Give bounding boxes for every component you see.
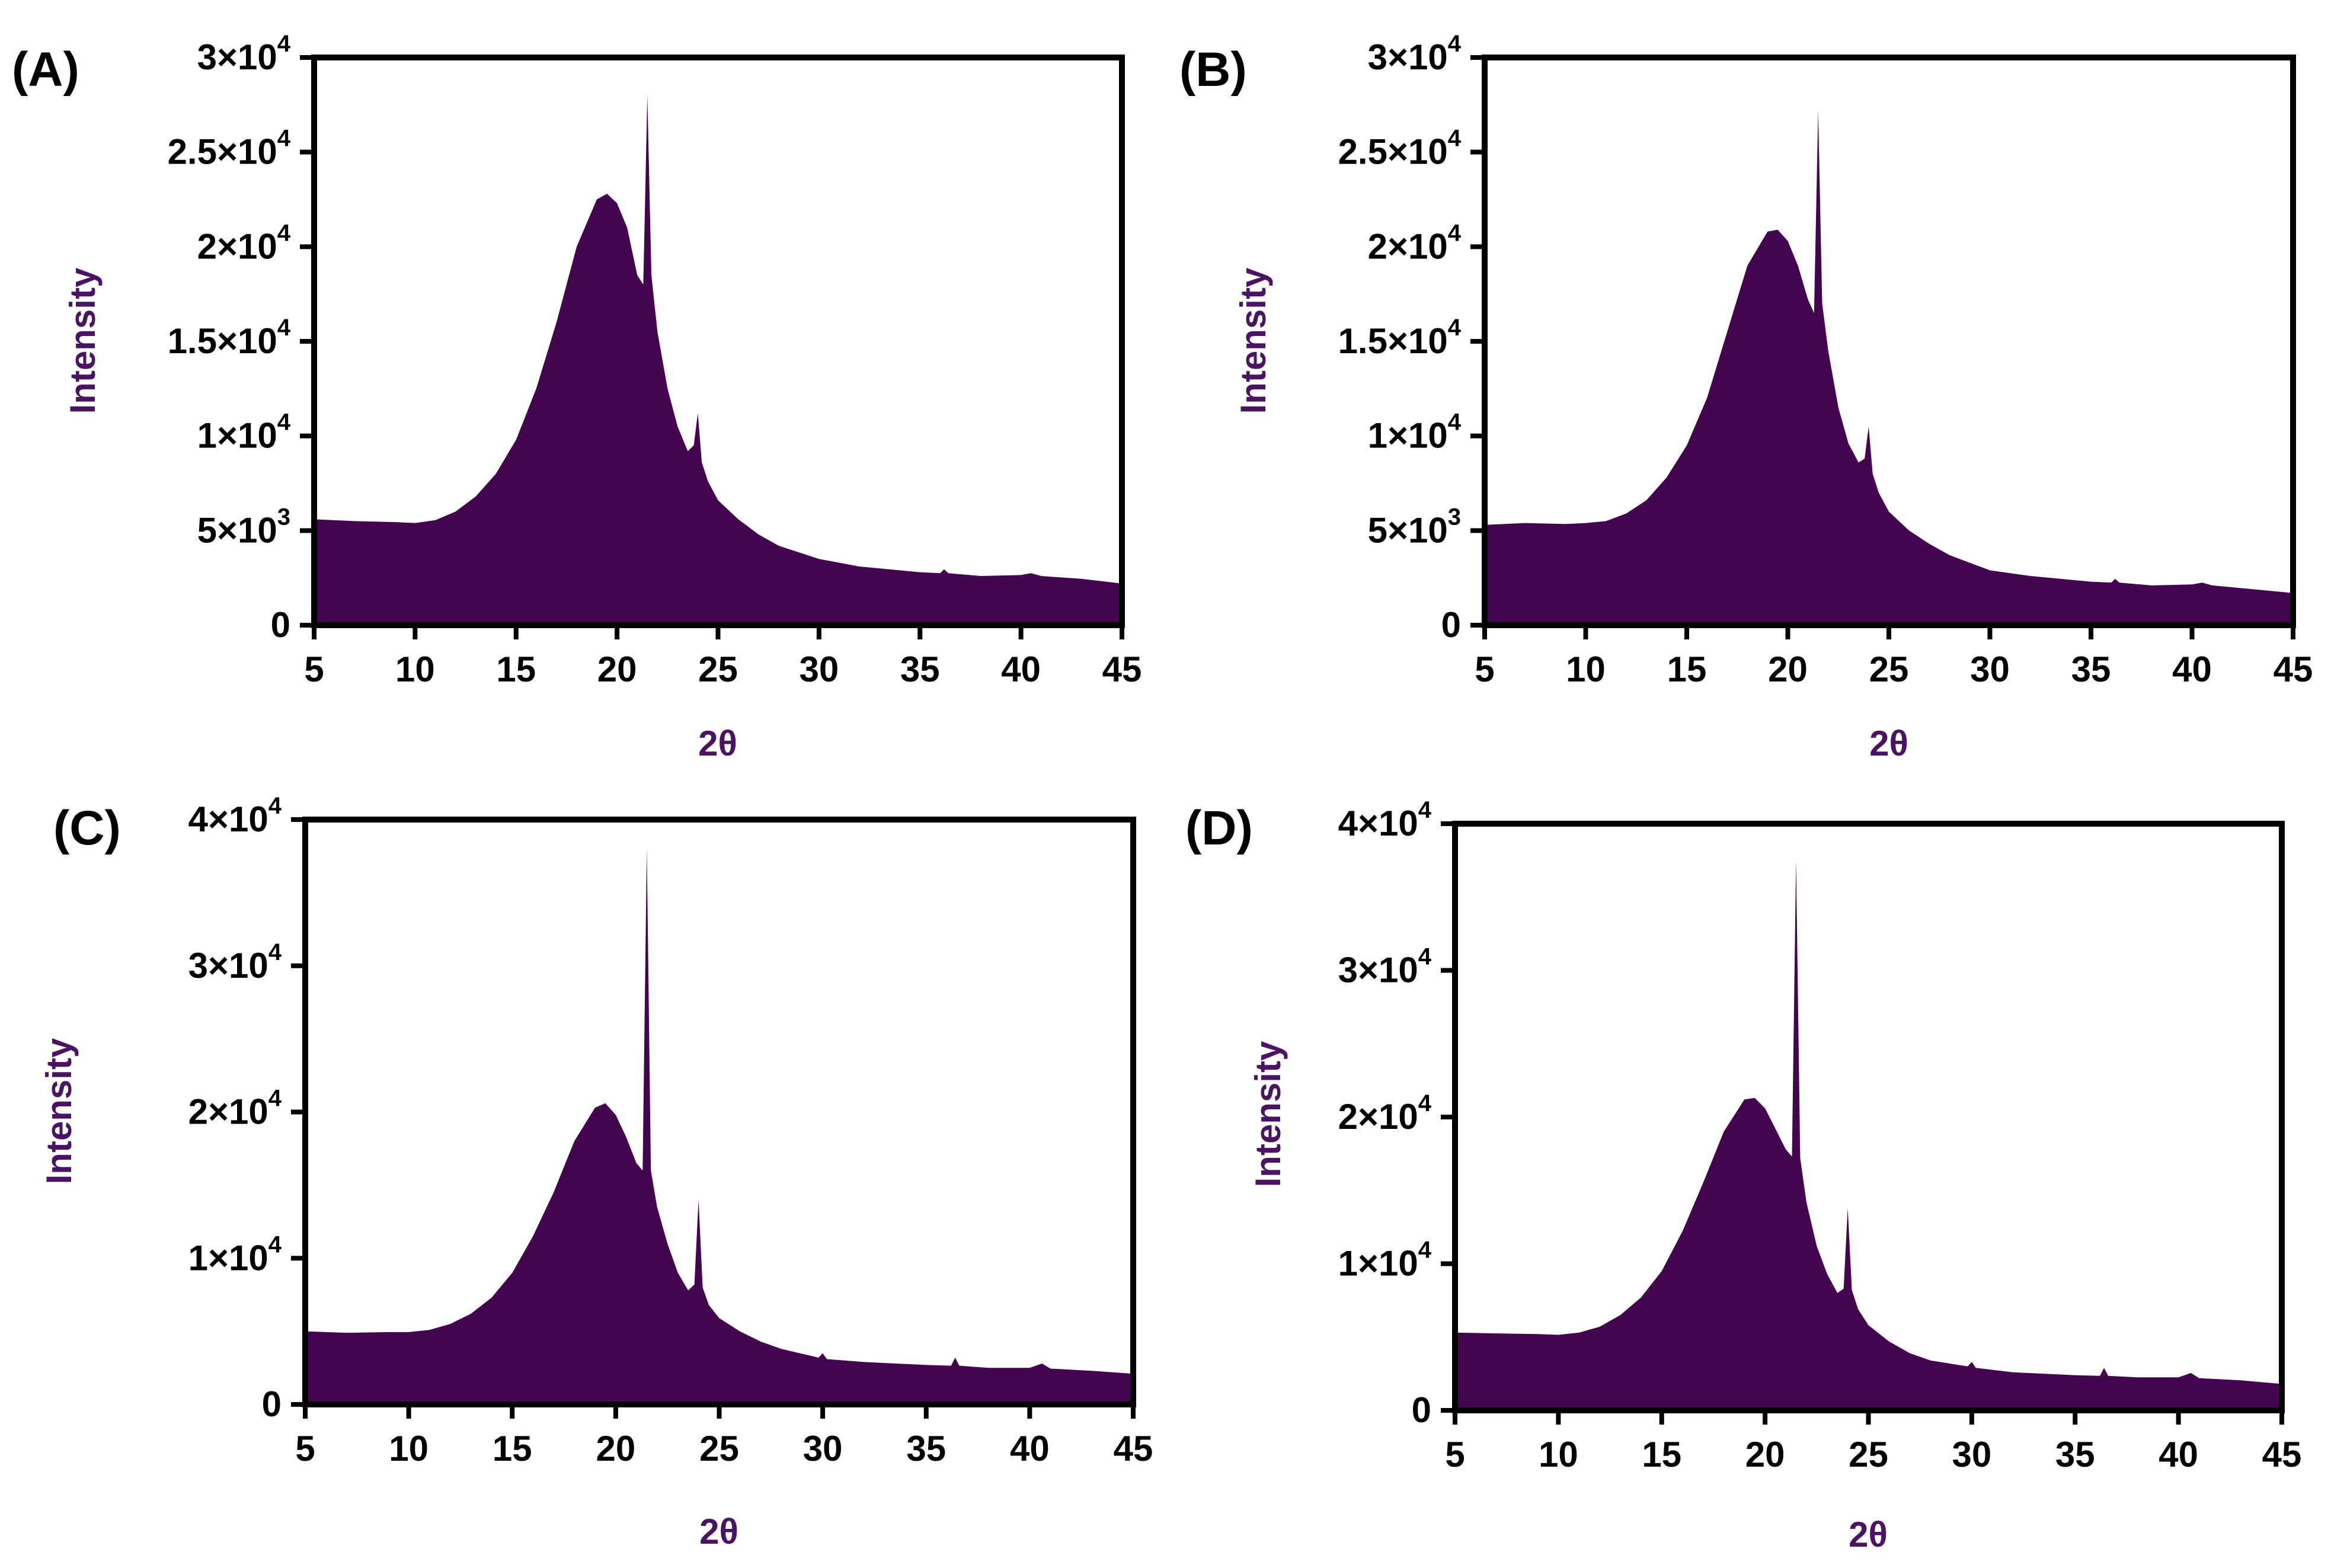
y-tick-label: 5×103​ [197, 504, 290, 550]
x-axis-title: 2θ [1849, 1515, 1888, 1554]
y-tick-label: 0 [271, 605, 290, 645]
xrd-area-series [314, 95, 1122, 625]
chart-panel-2: 5 10 15 20 25 30 35 40 45 0 5×103​ 1×104​ 1.5×104​ 2×… [1179, 31, 2313, 763]
y-tick-label: 0 [1412, 1390, 1431, 1430]
x-tick-label: 40 [1010, 1429, 1050, 1468]
x-tick-label: 35 [900, 649, 940, 689]
x-tick-label: 30 [1970, 649, 2010, 689]
x-tick-label: 10 [1566, 649, 1606, 689]
y-tick-label: 1.5×104​ [1338, 315, 1462, 361]
x-tick-label: 40 [2159, 1435, 2198, 1474]
x-tick-label: 40 [2172, 649, 2212, 689]
panel-label: (A) [12, 43, 79, 97]
plot-frame [302, 817, 1136, 1407]
x-tick-label: 45 [2274, 649, 2313, 689]
xrd-area-series [1455, 860, 2282, 1410]
x-tick-label: 20 [1768, 649, 1808, 689]
y-tick-label: 0 [262, 1384, 282, 1424]
x-tick-label: 25 [699, 1429, 739, 1468]
y-tick-label: 1×104​ [1368, 409, 1462, 456]
y-tick-label: 2×104​ [1338, 1090, 1432, 1137]
x-tick-label: 15 [496, 649, 536, 689]
x-tick-label: 20 [597, 649, 637, 689]
x-tick-label: 5 [304, 649, 324, 689]
x-axis-title: 2θ [699, 1512, 738, 1551]
panel-label: (D) [1185, 801, 1253, 855]
y-tick-label: 1×104​ [1338, 1237, 1432, 1284]
x-tick-label: 10 [389, 1429, 429, 1468]
x-tick-label: 15 [493, 1429, 532, 1468]
panel-label: (C) [53, 801, 121, 855]
y-tick-label: 3×104​ [1368, 31, 1462, 77]
x-tick-label: 25 [1849, 1435, 1888, 1474]
y-tick-label: 2.5×104​ [168, 126, 291, 172]
x-tick-label: 10 [1539, 1435, 1578, 1474]
x-tick-label: 20 [1745, 1435, 1785, 1474]
chart-panel-1: 5 10 15 20 25 30 35 40 45 0 5×103​ 1×104​ 1.5×104​ 2×… [12, 31, 1141, 763]
xrd-area-series [305, 849, 1133, 1404]
x-axis-title: 2θ [1869, 724, 1908, 763]
y-tick-label: 3×104​ [197, 31, 291, 77]
x-tick-label: 5 [1475, 649, 1494, 689]
y-axis-title: Intensity [39, 1038, 79, 1184]
y-tick-label: 2×104​ [1368, 220, 1462, 266]
x-tick-label: 30 [800, 649, 839, 689]
chart-panel-4: 5 10 15 20 25 30 35 40 45 0 1×104​ 2×104​ 3×104​ 4×10… [1185, 797, 2301, 1554]
x-tick-label: 5 [1445, 1435, 1465, 1474]
y-tick-label: 3×104​ [1338, 944, 1432, 990]
y-tick-label: 1.5×104​ [168, 315, 291, 361]
x-tick-label: 25 [698, 649, 738, 689]
y-tick-label: 5×103​ [1368, 504, 1461, 550]
x-tick-label: 15 [1642, 1435, 1681, 1474]
plot-frame [1452, 821, 2285, 1413]
x-axis-title: 2θ [698, 724, 737, 763]
x-tick-label: 35 [2055, 1435, 2095, 1474]
y-tick-label: 2×104​ [197, 220, 291, 266]
x-tick-label: 40 [1001, 649, 1041, 689]
x-tick-label: 45 [1102, 649, 1142, 689]
y-tick-label: 1×104​ [188, 1231, 282, 1278]
y-tick-label: 3×104​ [188, 939, 282, 985]
x-tick-label: 35 [906, 1429, 946, 1468]
x-tick-label: 10 [395, 649, 435, 689]
y-tick-label: 2×104​ [188, 1086, 282, 1132]
y-tick-label: 2.5×104​ [1338, 126, 1462, 172]
x-tick-label: 5 [295, 1429, 315, 1468]
y-axis-title: Intensity [1233, 267, 1273, 414]
y-tick-label: 4×104​ [188, 793, 282, 839]
chart-panel-3: 5 10 15 20 25 30 35 40 45 0 1×104​ 2×104​ 3×104​ 4×10… [39, 793, 1153, 1551]
y-axis-title: Intensity [63, 267, 103, 414]
x-tick-label: 15 [1667, 649, 1707, 689]
x-tick-label: 30 [803, 1429, 843, 1468]
x-tick-label: 45 [2262, 1435, 2302, 1474]
panel-label: (B) [1179, 43, 1247, 97]
y-axis-title: Intensity [1248, 1041, 1288, 1187]
y-tick-label: 4×104​ [1338, 797, 1432, 843]
y-tick-label: 1×104​ [197, 409, 291, 456]
x-tick-label: 45 [1114, 1429, 1153, 1468]
x-tick-label: 20 [596, 1429, 636, 1468]
x-tick-label: 35 [2071, 649, 2111, 689]
y-tick-label: 0 [1441, 605, 1461, 645]
xrd-area-series [1485, 110, 2293, 625]
x-tick-label: 30 [1952, 1435, 1992, 1474]
x-tick-label: 25 [1869, 649, 1909, 689]
